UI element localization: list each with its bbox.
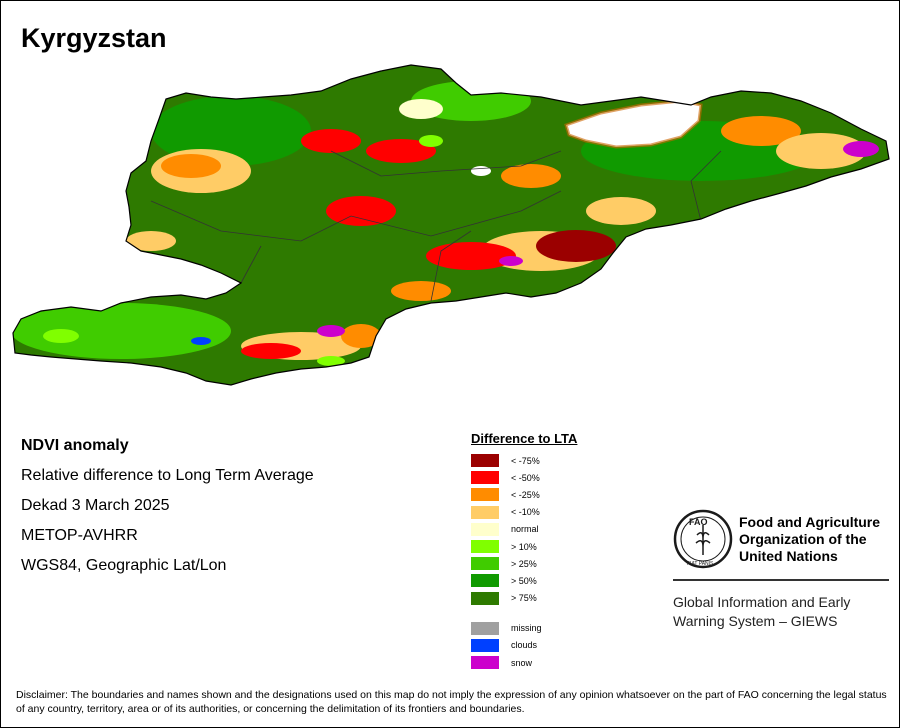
giews-name: Global Information and Early Warning Sys… bbox=[673, 593, 850, 631]
legend-other: missing clouds snow bbox=[471, 620, 577, 672]
legend-label: normal bbox=[511, 524, 539, 535]
legend-item: > 25% bbox=[471, 555, 577, 572]
giews-line-1: Global Information and Early bbox=[673, 594, 851, 610]
fao-org-line-1: Food and Agriculture bbox=[739, 514, 881, 530]
legend-swatch bbox=[471, 591, 499, 605]
legend-swatch bbox=[471, 557, 499, 571]
legend-item: > 75% bbox=[471, 590, 577, 607]
legend-item: > 50% bbox=[471, 572, 577, 589]
legend-item: clouds bbox=[471, 637, 577, 654]
legend-label: < -50% bbox=[511, 472, 540, 483]
legend-item: < -25% bbox=[471, 486, 577, 503]
legend-classes: < -75% < -50% < -25% < -10% normal > 10% > 25%… bbox=[471, 452, 577, 607]
map-info: NDVI anomaly Relative difference to Long… bbox=[21, 436, 314, 586]
legend-item: normal bbox=[471, 521, 577, 538]
legend-swatch bbox=[471, 454, 499, 468]
legend-swatch bbox=[471, 488, 499, 502]
fao-emblem-icon: FAO FIAT PANIS bbox=[673, 509, 733, 569]
legend-swatch bbox=[471, 621, 499, 635]
fao-org-line-2: Organization of the bbox=[739, 531, 867, 547]
info-line-period: Dekad 3 March 2025 bbox=[21, 497, 170, 514]
info-line-sensor: METOP-AVHRR bbox=[21, 527, 138, 544]
legend-swatch bbox=[471, 505, 499, 519]
legend-label: > 50% bbox=[511, 575, 537, 586]
legend-swatch bbox=[471, 522, 499, 536]
legend-item: < -10% bbox=[471, 504, 577, 521]
legend-label: > 10% bbox=[511, 541, 537, 552]
fao-org-name: Food and Agriculture Organization of the… bbox=[739, 514, 880, 565]
legend-item: snow bbox=[471, 654, 577, 671]
ndvi-anomaly-map bbox=[12, 64, 890, 386]
legend-title: Difference to LTA bbox=[471, 431, 578, 446]
map-title: Kyrgyzstan bbox=[21, 23, 167, 53]
legend-item: < -50% bbox=[471, 469, 577, 486]
legend-swatch bbox=[471, 574, 499, 588]
legend-item: < -75% bbox=[471, 452, 577, 469]
legend-item: > 10% bbox=[471, 538, 577, 555]
giews-line-2: Warning System – GIEWS bbox=[673, 613, 838, 629]
legend-item: missing bbox=[471, 620, 577, 637]
legend-label: < -75% bbox=[511, 455, 540, 466]
fao-emblem-text: FAO bbox=[689, 517, 708, 527]
legend-label: missing bbox=[511, 623, 542, 634]
legend-swatch bbox=[471, 540, 499, 554]
disclaimer: Disclaimer: The boundaries and names sho… bbox=[16, 689, 887, 715]
legend-label: > 25% bbox=[511, 558, 537, 569]
fao-emblem-motto: FIAT PANIS bbox=[687, 561, 714, 567]
legend-label: < -10% bbox=[511, 507, 540, 518]
legend-label: > 75% bbox=[511, 593, 537, 604]
legend-label: snow bbox=[511, 657, 533, 668]
fao-divider bbox=[673, 579, 889, 581]
info-heading: NDVI anomaly bbox=[21, 437, 129, 454]
legend-swatch bbox=[471, 471, 499, 485]
legend-label: < -25% bbox=[511, 489, 540, 500]
legend-swatch bbox=[471, 656, 499, 670]
info-line-description: Relative difference to Long Term Average bbox=[21, 467, 314, 484]
fao-org-line-3: United Nations bbox=[739, 548, 838, 564]
info-line-projection: WGS84, Geographic Lat/Lon bbox=[21, 557, 227, 574]
legend-label: clouds bbox=[511, 640, 538, 651]
legend: Difference to LTA < -75% < -50% < -25% < -1… bbox=[471, 431, 577, 671]
legend-swatch bbox=[471, 638, 499, 652]
